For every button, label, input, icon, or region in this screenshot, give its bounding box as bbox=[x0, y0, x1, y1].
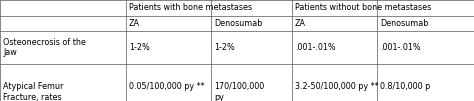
Text: 0.05/100,000 py **: 0.05/100,000 py ** bbox=[129, 82, 205, 91]
Text: Atypical Femur
Fracture, rates
expressed in person-
years (py): Atypical Femur Fracture, rates expressed… bbox=[3, 82, 87, 101]
Text: 3.2-50/100,000 py **: 3.2-50/100,000 py ** bbox=[295, 82, 378, 91]
Text: 170/100,000
py: 170/100,000 py bbox=[214, 82, 264, 101]
Text: ZA: ZA bbox=[295, 19, 306, 28]
Text: Osteonecrosis of the
Jaw: Osteonecrosis of the Jaw bbox=[3, 38, 86, 57]
Text: Denosumab: Denosumab bbox=[380, 19, 428, 28]
Text: .001-.01%: .001-.01% bbox=[380, 43, 421, 52]
Text: ZA: ZA bbox=[129, 19, 140, 28]
Text: Patients with bone metastases: Patients with bone metastases bbox=[129, 3, 252, 12]
Text: Denosumab: Denosumab bbox=[214, 19, 263, 28]
Text: Patients without bone metastases: Patients without bone metastases bbox=[295, 3, 431, 12]
Text: .001-.01%: .001-.01% bbox=[295, 43, 336, 52]
Text: 1-2%: 1-2% bbox=[129, 43, 150, 52]
Text: 0.8/10,000 p: 0.8/10,000 p bbox=[380, 82, 430, 91]
Text: 1-2%: 1-2% bbox=[214, 43, 235, 52]
